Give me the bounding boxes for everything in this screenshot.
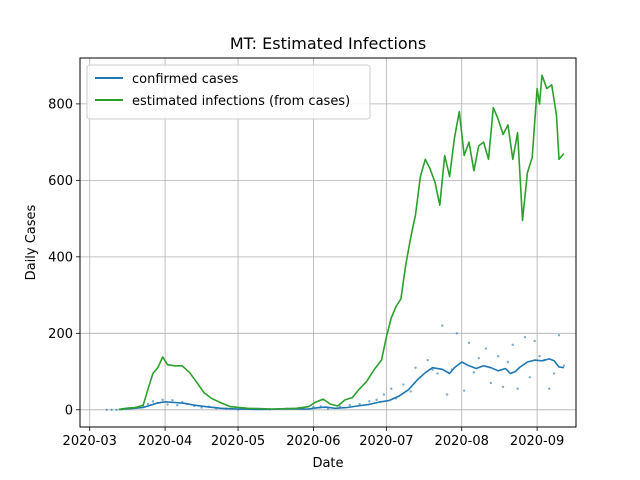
data-point — [105, 408, 108, 411]
data-point — [368, 400, 371, 403]
data-point — [445, 393, 449, 396]
data-point — [548, 387, 551, 390]
data-point — [496, 355, 500, 358]
data-point — [171, 399, 174, 402]
series-line-1 — [118, 74, 565, 411]
x-tick-label: 2020-09 — [510, 434, 564, 449]
legend-box — [86, 64, 371, 120]
data-point — [557, 334, 561, 337]
x-tick-label: 2020-06 — [286, 434, 340, 449]
data-point — [115, 408, 118, 411]
data-point — [146, 402, 150, 406]
chart-title: MT: Estimated Infections — [230, 34, 426, 53]
data-point — [516, 387, 519, 390]
data-point — [414, 366, 417, 369]
data-point — [358, 402, 361, 406]
data-point — [523, 335, 527, 339]
legend-label: estimated infections (from cases) — [132, 94, 350, 109]
data-point — [455, 332, 459, 335]
data-point — [489, 381, 493, 385]
data-point — [166, 403, 169, 406]
y-tick-label: 200 — [48, 327, 73, 342]
x-tick-label: 2020-05 — [211, 434, 265, 449]
data-point — [161, 398, 164, 402]
y-axis: 0 200 400 600 800 — [48, 97, 80, 418]
data-point — [402, 383, 405, 386]
y-tick-label: 400 — [48, 250, 73, 265]
x-tick-label: 2020-04 — [138, 434, 192, 449]
y-tick-label: 800 — [48, 97, 73, 112]
data-point — [511, 343, 514, 346]
x-tick-label: 2020-08 — [435, 434, 489, 449]
x-axis-label: Date — [312, 456, 343, 471]
y-axis-label: Daily Cases — [24, 204, 39, 280]
data-point — [562, 364, 566, 368]
data-point — [348, 404, 352, 407]
series-lines — [118, 74, 565, 411]
legend-label: confirmed cases — [132, 72, 239, 87]
data-point — [110, 408, 113, 411]
plot-area — [79, 57, 577, 428]
data-point — [375, 398, 378, 402]
data-point — [484, 347, 488, 350]
data-point — [151, 400, 155, 403]
x-tick-label: 2020-07 — [359, 434, 413, 449]
data-point — [528, 376, 532, 379]
series-line-0 — [118, 358, 564, 411]
data-point — [501, 385, 505, 389]
data-point — [382, 393, 386, 396]
legend: confirmed cases estimated infections (fro… — [86, 64, 371, 120]
data-point — [426, 358, 429, 362]
data-point — [533, 339, 536, 343]
y-tick-label: 0 — [65, 403, 73, 418]
data-point — [538, 355, 541, 358]
data-point — [390, 387, 393, 390]
data-point — [472, 371, 476, 374]
x-tick-label: 2020-03 — [63, 434, 117, 449]
data-point — [467, 341, 471, 345]
data-point — [477, 356, 480, 360]
data-point — [552, 372, 556, 375]
daily-cases-points — [105, 324, 566, 411]
data-point — [441, 324, 444, 327]
data-point — [462, 389, 466, 392]
y-tick-label: 600 — [48, 174, 73, 189]
data-point — [506, 360, 510, 364]
data-point — [176, 404, 179, 407]
data-point — [436, 372, 439, 375]
data-point — [409, 390, 412, 393]
x-axis: 2020-03 2020-04 2020-05 2020-06 2020-07 2020-… — [63, 427, 564, 449]
